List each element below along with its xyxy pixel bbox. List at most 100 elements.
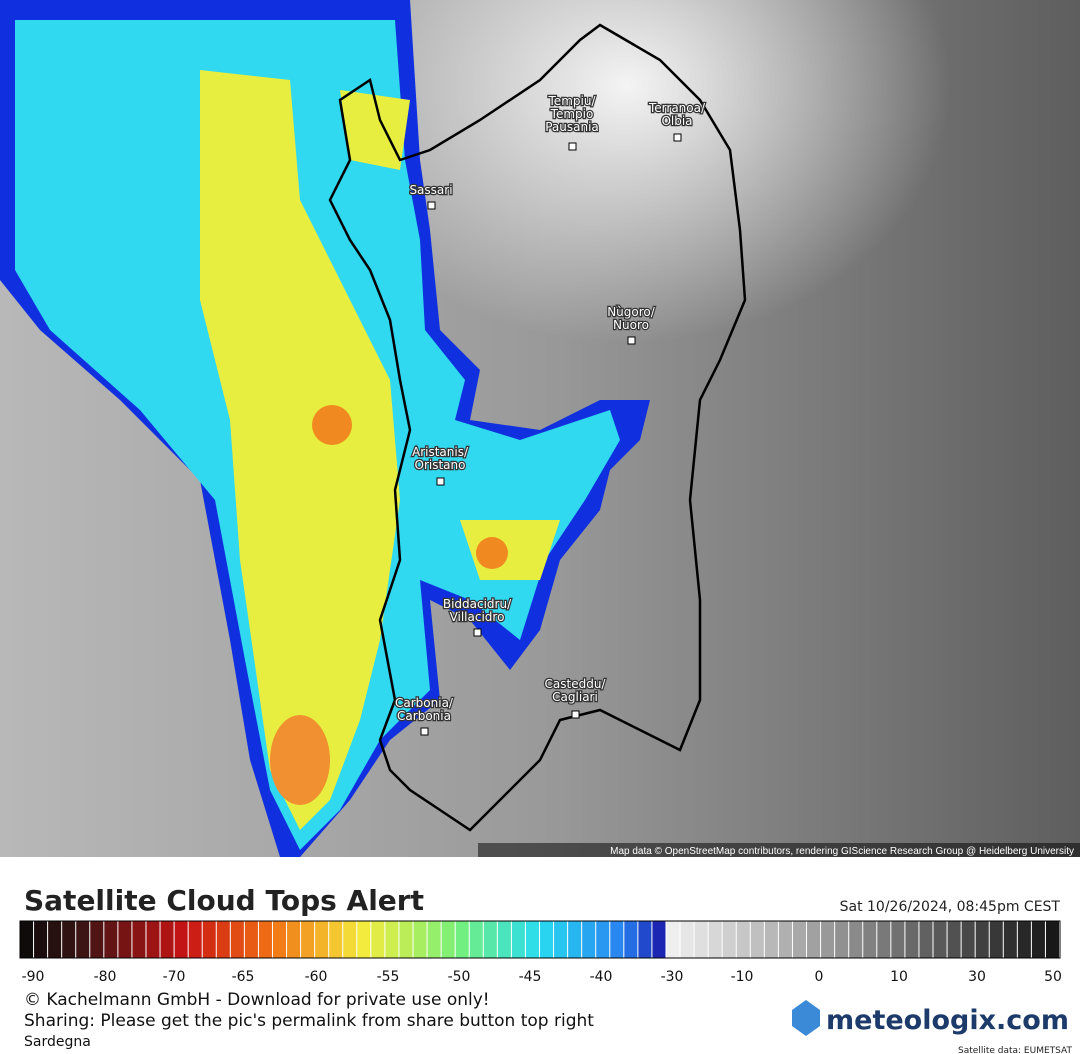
colorbar-swatch [736,921,750,958]
colorbar-swatch [807,921,821,958]
copyright: © Kachelmann GmbH - Download for private… [24,990,490,1010]
colorbar-swatch [455,921,469,958]
city-label: Sassari [409,183,452,197]
colorbar-swatch [427,921,441,958]
colorbar-swatch [216,921,230,958]
colorbar-swatch [891,921,905,958]
city-marker [627,336,636,345]
colorbar-swatch [596,921,610,958]
colorbar-swatch [272,921,287,958]
colorbar-swatch [722,921,736,958]
city-marker [420,727,429,736]
cloud-yellow [200,70,560,830]
colorbar-tick-label: -70 [163,969,186,985]
city-label-line: Olbia [661,114,692,128]
city-marker [673,133,682,142]
logo[interactable]: meteologix.com [826,1005,1069,1036]
city-marker [568,142,577,151]
cloud-orange [270,715,330,805]
colorbar-swatch [90,921,104,958]
colorbar-swatch [511,921,525,958]
city-label-line: Carbonia/ [395,696,454,710]
colorbar-swatch [497,921,511,958]
colorbar-swatch [525,921,539,958]
colorbar-swatch [34,921,48,958]
source: Satellite data: EUMETSAT [958,1046,1072,1054]
city-label-line: Pausania [545,120,599,134]
colorbar-swatch [821,921,835,958]
logo-icon [792,1000,820,1036]
colorbar-swatch [174,921,188,958]
colorbar-swatch [343,921,357,958]
city-label-line: Nùgoro/ [607,305,656,319]
city-label-line: Aristanis/ [412,445,469,459]
colorbar-swatch [568,921,582,958]
colorbar-swatch [441,921,455,958]
colorbar-tick-label: -50 [448,969,471,985]
colorbar-swatch [258,921,272,958]
city-marker [436,477,445,486]
colorbar-tick-label: -45 [519,969,542,985]
colorbar-swatch [244,921,258,958]
colorbar-swatch [582,921,596,958]
colorbar-swatch [160,921,174,958]
colorbar-tick-label: -10 [731,969,754,985]
colorbar-swatch [371,921,385,958]
colorbar-swatch [469,921,483,958]
colorbar-tick-label: 10 [890,969,908,985]
city-label-line: Tempiu/ [548,94,597,108]
colorbar-tick-label: 0 [815,969,824,985]
city-label-line: Tempio [550,107,594,121]
colorbar-swatch [778,921,792,958]
colorbar-swatch [877,921,891,958]
attribution-bg [478,843,1080,857]
colorbar-swatch [554,921,568,958]
colorbar: -90 -80 -70 -65 -60 -55 -50 -45 -40 -30 -10 0 10 30 50 [19,920,1062,985]
city-label: Casteddu/Cagliari [545,677,607,704]
colorbar-swatch [48,921,62,958]
city-label-line: Carbonia [397,709,451,723]
colorbar-swatch [62,921,76,958]
colorbar-swatch [849,921,863,958]
colorbar-tick-label: 30 [968,969,986,985]
colorbar-tick-label: -30 [661,969,684,985]
colorbar-swatch [989,921,1003,958]
colorbar-swatch [947,921,961,958]
cloud-orange [476,537,508,569]
colorbar-swatch [287,921,301,958]
title: Satellite Cloud Tops Alert [24,884,424,917]
city-label-line: Cagliari [552,690,598,704]
colorbar-swatch [666,921,680,958]
colorbar-swatch [694,921,708,958]
region: Sardegna [24,1034,91,1050]
colorbar-swatch [104,921,118,958]
city-label-line: Villacidro [450,610,505,624]
footer: Satellite Cloud Tops Alert Sat 10/26/202… [19,884,1072,1054]
colorbar-swatch [624,921,638,958]
colorbar-swatch [652,921,666,958]
colorbar-swatch [680,921,694,958]
city-label: Tempiu/Tempio Pausania [545,94,599,134]
colorbar-swatch [835,921,849,958]
city-marker [473,628,482,637]
city-marker [427,201,436,210]
colorbar-swatch [188,921,202,958]
colorbar-swatch [385,921,399,958]
colorbar-frame [19,920,1061,959]
colorbar-swatch [413,921,427,958]
city-marker [571,710,580,719]
colorbar-swatch [764,921,778,958]
datetime: Sat 10/26/2024, 08:45pm CEST [840,899,1061,915]
colorbar-swatch [919,921,933,958]
colorbar-swatch [483,921,497,958]
colorbar-swatch [20,921,34,958]
colorbar-swatch [118,921,132,958]
cloud-orange [312,405,352,445]
colorbar-swatch [230,921,244,958]
colorbar-swatch [357,921,371,958]
colorbar-tick-label: -80 [94,969,117,985]
colorbar-swatch [961,921,975,958]
colorbar-tick-label: -65 [232,969,255,985]
